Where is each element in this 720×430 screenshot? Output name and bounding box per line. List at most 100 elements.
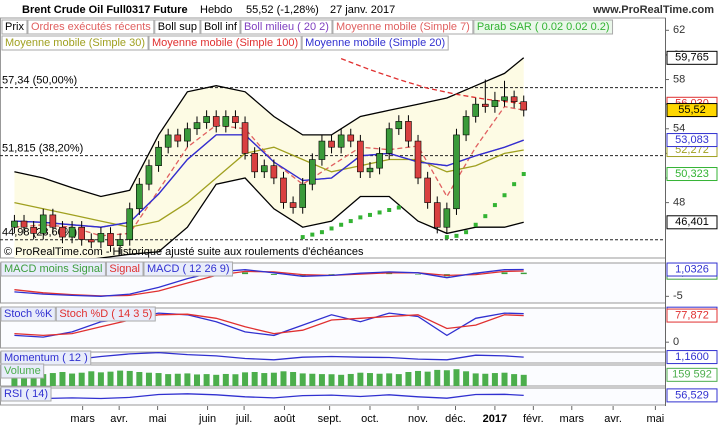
legend-box: [200, 19, 241, 35]
bar: [328, 374, 335, 386]
candle-body: [328, 140, 335, 148]
series: [95, 177, 524, 258]
legend-label: Stoch %D ( 14 3 5): [59, 308, 152, 320]
bar: [415, 370, 422, 386]
value-label-box: [666, 350, 718, 365]
bar: [511, 374, 518, 386]
y-tick-label: 62: [673, 24, 685, 36]
candle-body: [193, 122, 201, 130]
bar: [184, 373, 191, 386]
bar: [30, 372, 37, 386]
level-label: 51,815 (38,20%): [2, 143, 83, 155]
series-line: [340, 57, 524, 105]
bar: [261, 373, 268, 386]
legend-box: [55, 306, 156, 322]
candle-body: [68, 226, 76, 238]
sar-dot: [339, 222, 344, 227]
value-label: 159 592: [672, 369, 712, 381]
bar: [357, 372, 364, 386]
sar-dot: [521, 172, 526, 177]
x-tick-label: mai: [149, 413, 167, 425]
x-tick-label: sept.: [318, 413, 342, 425]
sar-dot: [300, 235, 305, 240]
candle-body: [443, 208, 451, 228]
x-tick-label: juin: [198, 413, 216, 425]
legend-label: Signal: [109, 263, 140, 275]
series-line: [14, 268, 524, 297]
candle-body: [184, 128, 191, 142]
candle-body: [501, 96, 508, 101]
series-line: [14, 57, 525, 198]
candle-body: [126, 208, 134, 240]
legend-label: Boll sup: [158, 21, 197, 33]
x-tick-label: déc.: [445, 413, 466, 425]
series: [14, 268, 524, 297]
legend-box: [0, 306, 56, 322]
bar: [242, 372, 249, 386]
legend-box: [240, 19, 333, 35]
bar: [434, 369, 441, 386]
candle-body: [453, 134, 460, 210]
candle-body: [462, 116, 470, 136]
legend-label: Prix: [5, 21, 24, 33]
candle-body: [174, 134, 182, 142]
series-line: [14, 146, 524, 228]
x-tick-label: mars: [560, 413, 585, 425]
candle-body: [520, 101, 528, 111]
legend-box: [0, 261, 106, 277]
bar: [270, 372, 277, 386]
x-tick-label: avr.: [604, 413, 622, 425]
bar: [405, 372, 412, 386]
bar: [40, 374, 47, 386]
bar: [21, 373, 28, 386]
legend-label: Moyenne mobile (Simple 20): [305, 37, 445, 49]
value-label-box: [666, 50, 718, 65]
candle-body: [376, 153, 383, 169]
bar: [443, 370, 450, 386]
candle-body: [414, 140, 422, 179]
bar: [88, 371, 95, 386]
candle-body: [39, 214, 47, 234]
sar-dot: [464, 230, 469, 235]
candle-body: [11, 220, 18, 228]
legend-box: [27, 19, 155, 35]
series: [14, 393, 524, 400]
bar: [213, 374, 220, 386]
candle-body: [260, 165, 268, 173]
watermark: www.ProRealTime.com: [592, 4, 714, 16]
series: [340, 57, 524, 105]
legend-label: MACD moins Signal: [4, 263, 102, 275]
candle-body: [59, 226, 66, 238]
sar-dot: [502, 193, 507, 198]
y-tick-label: 54: [673, 123, 685, 135]
legend-label: Stoch %K: [4, 308, 53, 320]
value-label-box: [666, 308, 718, 323]
bar: [501, 272, 508, 275]
x-tick-label: 2017: [483, 413, 507, 425]
value-label-box: [666, 133, 718, 148]
candle-body: [30, 226, 37, 234]
candle-body: [510, 96, 518, 102]
bar: [501, 372, 508, 386]
candle-body: [318, 140, 326, 160]
period: Hebdo: [200, 4, 232, 16]
bar: [290, 372, 297, 386]
chart-title: Brent Crude Oil Full0317 Future: [22, 4, 188, 16]
x-tick-label: mars: [70, 413, 95, 425]
candle-body: [309, 159, 316, 185]
candle-body: [424, 177, 431, 203]
bar: [136, 372, 143, 386]
legend-label: Moyenne mobile (Simple 100): [152, 37, 298, 49]
sar-dot: [358, 215, 363, 220]
series: [14, 57, 525, 198]
candle-body: [78, 226, 85, 240]
sar-dot: [483, 214, 488, 219]
series-line: [14, 312, 524, 338]
bar: [463, 371, 470, 386]
candle-body: [222, 116, 230, 127]
x-tick-label: avr.: [110, 413, 128, 425]
sar-dot: [444, 235, 449, 240]
x-tick-label: août: [274, 413, 295, 425]
legend-box: [105, 261, 144, 277]
